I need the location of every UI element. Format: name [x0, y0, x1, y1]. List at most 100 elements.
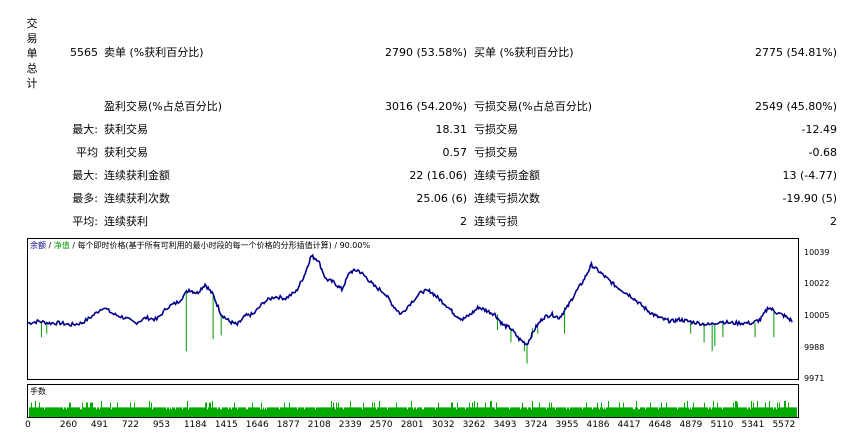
volume-bar — [700, 407, 701, 417]
volume-bar — [544, 407, 545, 417]
volume-bar — [187, 401, 188, 417]
volume-bar — [118, 407, 119, 417]
volume-bar — [147, 407, 148, 417]
volume-bar — [572, 407, 573, 417]
volume-bar — [587, 407, 588, 417]
volume-bar — [635, 407, 636, 417]
volume-bar — [763, 407, 764, 417]
average-consecutive-wins-value: 2 — [460, 215, 467, 228]
max-consecutive-profit-label: 连续获利次数 — [104, 192, 170, 205]
volume-bar — [445, 407, 446, 417]
volume-bar — [273, 407, 274, 417]
largest-loss-label: 亏损交易 — [474, 123, 518, 136]
volume-bar — [398, 407, 399, 417]
volume-bar — [334, 407, 335, 417]
volume-bar — [731, 407, 732, 417]
volume-bar — [177, 407, 178, 417]
volume-bar — [166, 409, 167, 417]
volume-bar — [378, 407, 379, 417]
volume-bar — [565, 407, 566, 417]
volume-bar — [667, 407, 668, 417]
chart-legend: 余额 / 净值 / 每个即时价格(基于所有可利用的最小时段的每一个价格的分形插值… — [30, 240, 370, 251]
volume-bar — [612, 407, 613, 417]
volume-bar — [96, 409, 97, 417]
volume-bar — [37, 407, 38, 417]
volume-bar — [162, 407, 163, 417]
volume-bar — [644, 407, 645, 417]
volume-bar — [59, 407, 60, 417]
volume-bar — [682, 407, 683, 417]
volume-bar — [790, 407, 791, 417]
volume-bar — [486, 407, 487, 417]
volume-bar — [380, 407, 381, 417]
volume-bar — [52, 407, 53, 417]
volume-bar — [549, 402, 550, 417]
volume-bar — [413, 409, 414, 417]
volume-bar — [289, 402, 290, 417]
volume-bar — [664, 407, 665, 417]
volume-bar — [661, 402, 662, 417]
volume-bar — [337, 407, 338, 417]
volume-bar — [471, 407, 472, 417]
volume-bar — [706, 407, 707, 417]
volume-bar — [712, 407, 713, 417]
volume-bar — [180, 407, 181, 417]
volume-bar — [783, 407, 784, 417]
volume-bar — [560, 407, 561, 417]
volume-bar — [292, 407, 293, 417]
volume-bar — [47, 407, 48, 417]
volume-bar — [421, 407, 422, 417]
volume-bar — [131, 407, 132, 417]
volume-bar — [792, 407, 793, 417]
x-tick: 2108 — [307, 420, 331, 430]
volume-bar — [509, 409, 510, 417]
volume-bar — [616, 407, 617, 417]
volume-bar — [457, 402, 458, 417]
volume-bar — [604, 407, 605, 417]
volume-bar — [688, 407, 689, 417]
volume-bar — [384, 407, 385, 417]
volume-bar — [717, 402, 718, 417]
profit-trades-value: 3016 (54.20%) — [384, 100, 467, 113]
volume-bar — [308, 407, 309, 417]
volume-bar — [48, 407, 49, 417]
volume-bar — [286, 407, 287, 417]
volume-bar — [348, 407, 349, 417]
volume-bar — [391, 407, 392, 417]
volume-bar — [536, 407, 537, 417]
volume-bar — [329, 407, 330, 417]
volume-bar — [343, 409, 344, 417]
volume-bar — [452, 402, 453, 417]
largest-profit-value: 18.31 — [435, 123, 468, 136]
volume-bar — [493, 407, 494, 417]
volume-bar — [355, 407, 356, 417]
volume-bar — [640, 407, 641, 417]
x-tick: 4186 — [586, 420, 610, 430]
volume-bar — [411, 401, 412, 417]
volume-bar — [234, 402, 235, 417]
volume-bar — [764, 407, 765, 417]
volume-bar — [577, 407, 578, 417]
volume-bar — [628, 407, 629, 417]
volume-bar — [584, 407, 585, 417]
volume-bar — [653, 407, 654, 417]
volume-bar — [774, 407, 775, 417]
volume-bar — [689, 409, 690, 417]
volume-bar — [582, 409, 583, 417]
volume-bar — [173, 407, 174, 417]
volume-bar — [200, 407, 201, 417]
x-tick: 5572 — [772, 420, 796, 430]
volume-bar — [546, 409, 547, 417]
volume-bar — [590, 407, 591, 417]
volume-bar — [766, 407, 767, 417]
volume-bar — [144, 407, 145, 417]
volume-bar — [312, 407, 313, 417]
volume-bar — [338, 402, 339, 417]
volume-bar — [753, 402, 754, 417]
volume-bar — [732, 407, 733, 417]
volume-bar — [62, 407, 63, 417]
volume-bar — [154, 407, 155, 417]
volume-bar — [182, 409, 183, 417]
x-tick: 260 — [59, 420, 78, 430]
volume-bar — [178, 407, 179, 417]
